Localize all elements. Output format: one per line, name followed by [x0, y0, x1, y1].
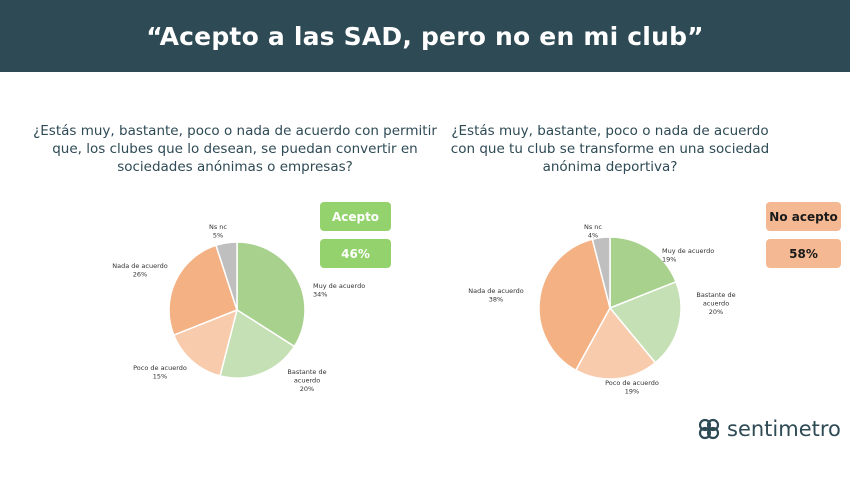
no-acepto-badge: No acepto: [766, 202, 841, 231]
pie-label-ns-nc: Ns nc 4%: [584, 223, 602, 240]
pie-label-ns-nc: Ns nc 5%: [209, 223, 227, 240]
acepto-percent-badge: 46%: [320, 239, 391, 268]
pie-slice-bastante-de-acuerdo: [219, 308, 296, 379]
sentimetro-logo-icon: [698, 418, 720, 440]
left-question: ¿Estás muy, bastante, poco o nada de acu…: [33, 123, 437, 175]
pie-label-poco-de-acuerdo: Poco de acuerdo 19%: [605, 379, 659, 396]
pie-slice-muy-de-acuerdo: [609, 236, 677, 310]
pie-slice-bastante-de-acuerdo: [608, 280, 682, 364]
pie-label-muy-de-acuerdo: Muy de acuerdo 19%: [662, 247, 714, 264]
pie-slice-poco-de-acuerdo: [172, 308, 239, 377]
acepto-badge: Acepto: [320, 202, 391, 231]
pie-slice-ns-nc: [591, 236, 611, 309]
pie-label-poco-de-acuerdo: Poco de acuerdo 15%: [133, 364, 187, 381]
brand-logo: sentimetro: [696, 415, 846, 443]
pie-slice-nada-de-acuerdo: [168, 244, 238, 337]
brand-name: sentimetro: [727, 417, 841, 441]
pie-label-bastante-de-acuerdo: Bastante de acuerdo 20%: [696, 291, 735, 316]
pie-label-muy-de-acuerdo: Muy de acuerdo 34%: [313, 282, 365, 299]
pie-slice-ns-nc: [215, 241, 238, 311]
pie-slice-nada-de-acuerdo: [538, 238, 611, 372]
page-title: “Acepto a las SAD, pero no en mi club”: [146, 21, 704, 51]
pie-slice-poco-de-acuerdo: [574, 306, 657, 380]
pie-label-nada-de-acuerdo: Nada de acuerdo 38%: [468, 287, 524, 304]
header-bar: “Acepto a las SAD, pero no en mi club”: [0, 0, 850, 72]
no-acepto-percent-badge: 58%: [766, 239, 841, 268]
pie-label-bastante-de-acuerdo: Bastante de acuerdo 20%: [287, 368, 326, 393]
right-question: ¿Estás muy, bastante, poco o nada de acu…: [450, 123, 770, 175]
pie-label-nada-de-acuerdo: Nada de acuerdo 26%: [112, 262, 168, 279]
